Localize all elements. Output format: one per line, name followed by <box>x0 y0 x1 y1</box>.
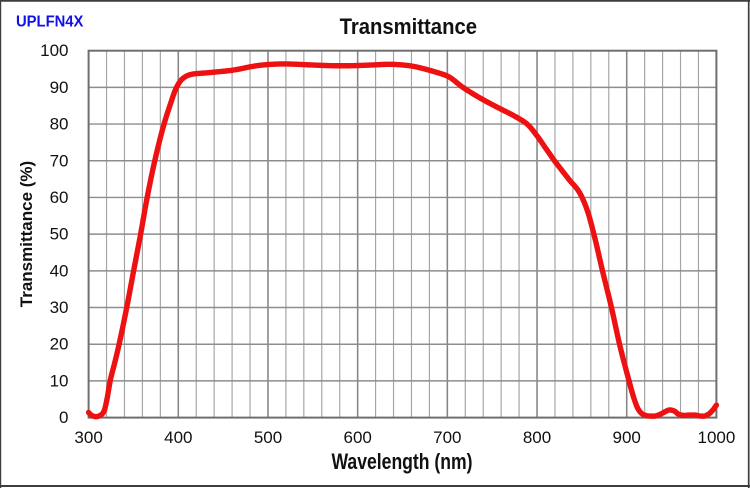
svg-text:300: 300 <box>74 428 102 447</box>
svg-text:UPLFN4X: UPLFN4X <box>16 13 84 31</box>
svg-text:Transmittance (%): Transmittance (%) <box>17 161 36 307</box>
svg-text:0: 0 <box>59 408 68 427</box>
svg-text:100: 100 <box>40 41 68 60</box>
svg-text:Transmittance: Transmittance <box>340 15 478 39</box>
svg-text:900: 900 <box>613 428 641 447</box>
svg-text:20: 20 <box>50 335 69 354</box>
svg-text:60: 60 <box>50 188 69 207</box>
svg-text:30: 30 <box>50 298 69 317</box>
svg-text:90: 90 <box>50 78 69 97</box>
svg-text:50: 50 <box>50 225 69 244</box>
svg-text:10: 10 <box>50 371 69 390</box>
svg-text:Wavelength (nm): Wavelength (nm) <box>331 450 472 474</box>
svg-text:800: 800 <box>523 428 551 447</box>
svg-text:700: 700 <box>433 428 461 447</box>
svg-text:400: 400 <box>164 428 192 447</box>
svg-text:600: 600 <box>344 428 372 447</box>
svg-text:80: 80 <box>50 115 69 134</box>
svg-text:1000: 1000 <box>697 428 735 447</box>
svg-text:40: 40 <box>50 261 69 280</box>
svg-text:70: 70 <box>50 151 69 170</box>
svg-text:500: 500 <box>254 428 282 447</box>
